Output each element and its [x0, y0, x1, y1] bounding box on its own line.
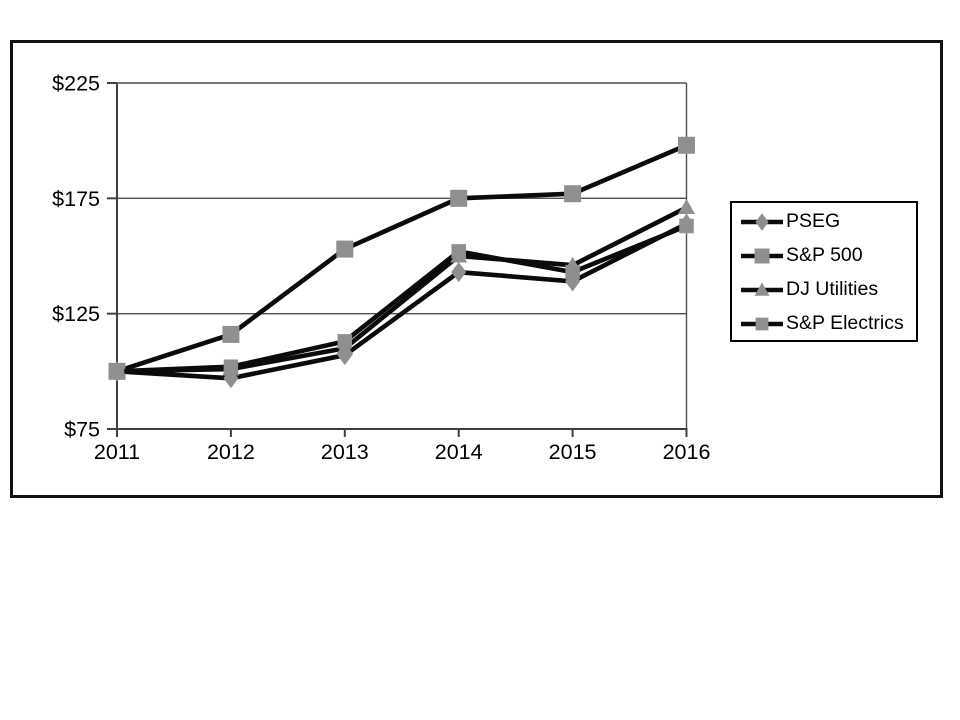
- legend-item-pseg: PSEG: [732, 205, 916, 239]
- x-tick-label: 2014: [435, 440, 483, 464]
- legend-item-dj-utilities: DJ Utilities: [732, 273, 916, 307]
- series-line-s-p-500: [116, 143, 688, 374]
- legend-item-s-p-500: S&P 500: [732, 239, 916, 273]
- marker-square-large: [450, 189, 468, 207]
- marker-square-large: [678, 136, 695, 154]
- marker-triangle: [678, 199, 695, 215]
- marker-square: [755, 317, 769, 331]
- marker-diamond: [451, 262, 467, 283]
- y-tick-label: $225: [52, 72, 100, 96]
- legend-label: DJ Utilities: [786, 278, 879, 301]
- y-tick-label: $125: [52, 302, 100, 326]
- marker-square: [565, 264, 580, 280]
- legend-marker-diamond-icon: [741, 213, 783, 231]
- series-line-pseg: [116, 221, 688, 381]
- x-tick-label: 2015: [549, 440, 597, 464]
- marker-diamond: [755, 213, 769, 231]
- chart-legend: PSEG S&P 500 DJ Utilities S&P Electrics: [730, 201, 918, 342]
- legend-item-s-p-electrics: S&P Electrics: [732, 307, 916, 341]
- x-tick-label: 2016: [663, 440, 711, 464]
- series-line-s-p-electrics: [116, 223, 688, 374]
- marker-square: [223, 359, 239, 374]
- x-tick-label: 2012: [207, 440, 255, 464]
- legend-marker-triangle-icon: [741, 282, 783, 296]
- legend-marker-square-large-icon: [741, 248, 783, 264]
- marker-square: [109, 364, 125, 379]
- marker-triangle: [754, 282, 770, 296]
- x-tick-label: 2013: [321, 440, 369, 464]
- legend-label: PSEG: [786, 210, 841, 233]
- y-tick-label: $75: [64, 418, 100, 442]
- legend-marker-square-icon: [741, 317, 783, 331]
- marker-square: [337, 334, 353, 349]
- marker-square-large: [222, 325, 240, 343]
- y-tick-label: $175: [52, 187, 100, 211]
- series-line-dj-utilities: [116, 205, 688, 374]
- legend-label: S&P 500: [786, 244, 863, 267]
- legend-label: S&P Electrics: [786, 312, 904, 335]
- marker-square-large: [336, 240, 354, 258]
- x-tick-label: 2011: [94, 440, 140, 464]
- marker-square-large: [754, 248, 770, 264]
- marker-square: [679, 218, 694, 234]
- marker-square-large: [564, 185, 582, 203]
- marker-square: [451, 244, 466, 259]
